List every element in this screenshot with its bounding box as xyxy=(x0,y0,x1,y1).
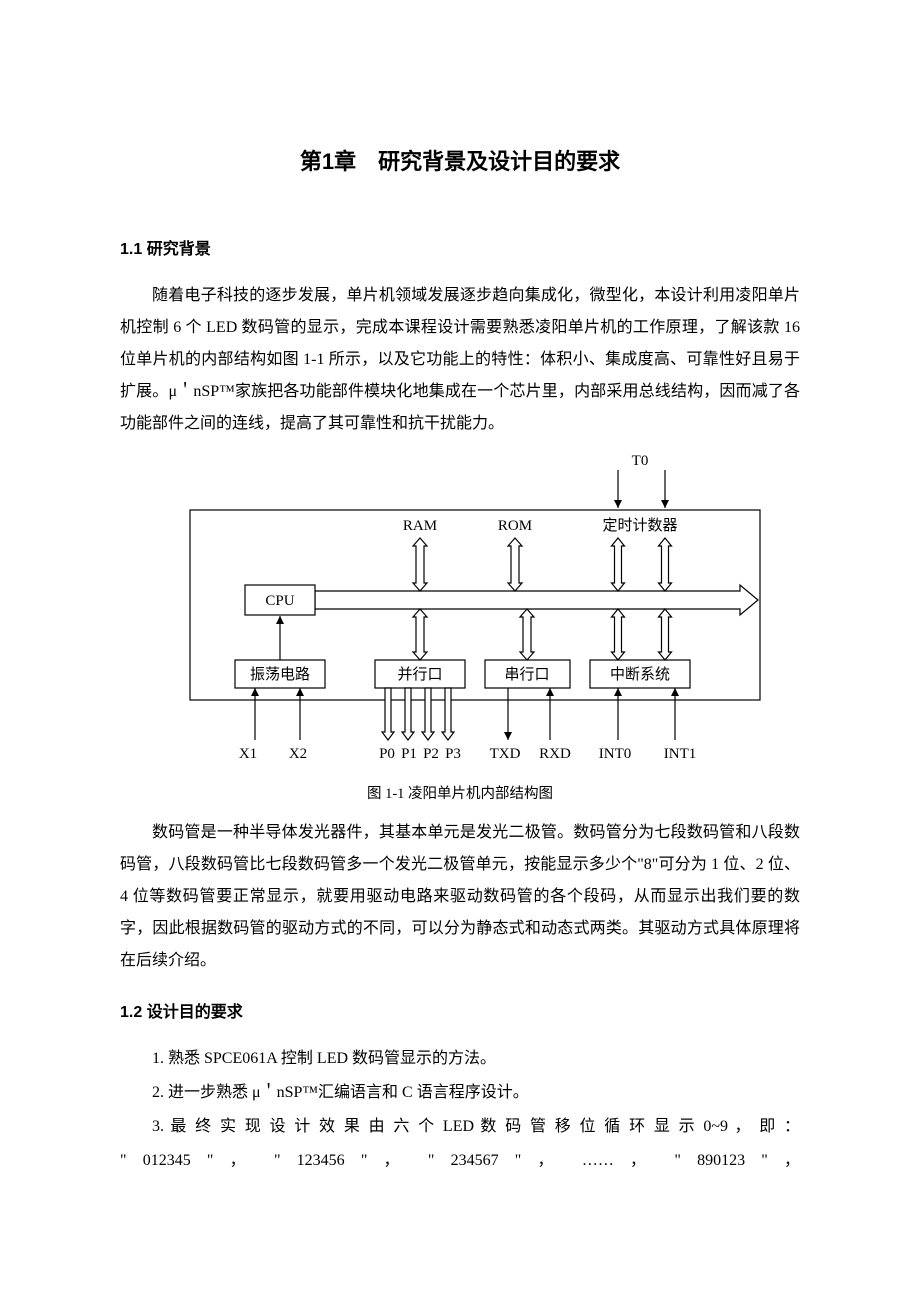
svg-text:TXD: TXD xyxy=(490,746,521,762)
chapter-title: 第1章 研究背景及设计目的要求 xyxy=(120,140,800,184)
svg-text:P0: P0 xyxy=(379,746,395,762)
svg-text:振荡电路: 振荡电路 xyxy=(250,666,310,683)
svg-text:INT0: INT0 xyxy=(599,746,632,762)
svg-text:INT1: INT1 xyxy=(664,746,697,762)
figure-1-1: T0 RAM ROM 定时计数器 CPU 振荡电路 并行口 串行口 中断系统 X1 X2 P0 P1 P2… xyxy=(120,450,800,770)
req-item-1: 1. 熟悉 SPCE061A 控制 LED 数码管显示的方法。 xyxy=(120,1043,800,1075)
svg-text:并行口: 并行口 xyxy=(397,666,442,683)
svg-text:中断系统: 中断系统 xyxy=(610,666,670,683)
svg-text:T0: T0 xyxy=(632,453,649,469)
figure-1-1-caption: 图 1-1 凌阳单片机内部结构图 xyxy=(120,780,800,809)
svg-text:P2: P2 xyxy=(423,746,439,762)
svg-text:串行口: 串行口 xyxy=(504,666,549,683)
req-item-2: 2. 进一步熟悉 μ＇nSP™汇编语言和 C 语言程序设计。 xyxy=(120,1077,800,1109)
svg-text:RAM: RAM xyxy=(403,518,437,534)
req-item-3a: 3. 最 终 实 现 设 计 效 果 由 六 个 LED 数 码 管 移 位 循… xyxy=(120,1111,800,1143)
section-1-para-1: 随着电子科技的逐步发展，单片机领域发展逐步趋向集成化，微型化，本设计利用凌阳单片… xyxy=(120,280,800,440)
svg-text:P1: P1 xyxy=(401,746,417,762)
section-1-para-2: 数码管是一种半导体发光器件，其基本单元是发光二极管。数码管分为七段数码管和八段数… xyxy=(120,817,800,977)
section-1-heading: 1.1 研究背景 xyxy=(120,234,800,266)
svg-text:RXD: RXD xyxy=(539,746,571,762)
svg-text:CPU: CPU xyxy=(265,593,294,609)
svg-text:X2: X2 xyxy=(289,746,307,762)
svg-text:X1: X1 xyxy=(239,746,257,762)
svg-text:P3: P3 xyxy=(445,746,461,762)
req-item-3b: " 012345 " ， " 123456 " ， " 234567 " ， …… xyxy=(120,1145,800,1177)
section-2-heading: 1.2 设计目的要求 xyxy=(120,997,800,1029)
svg-text:定时计数器: 定时计数器 xyxy=(602,517,677,534)
svg-text:ROM: ROM xyxy=(498,518,532,534)
